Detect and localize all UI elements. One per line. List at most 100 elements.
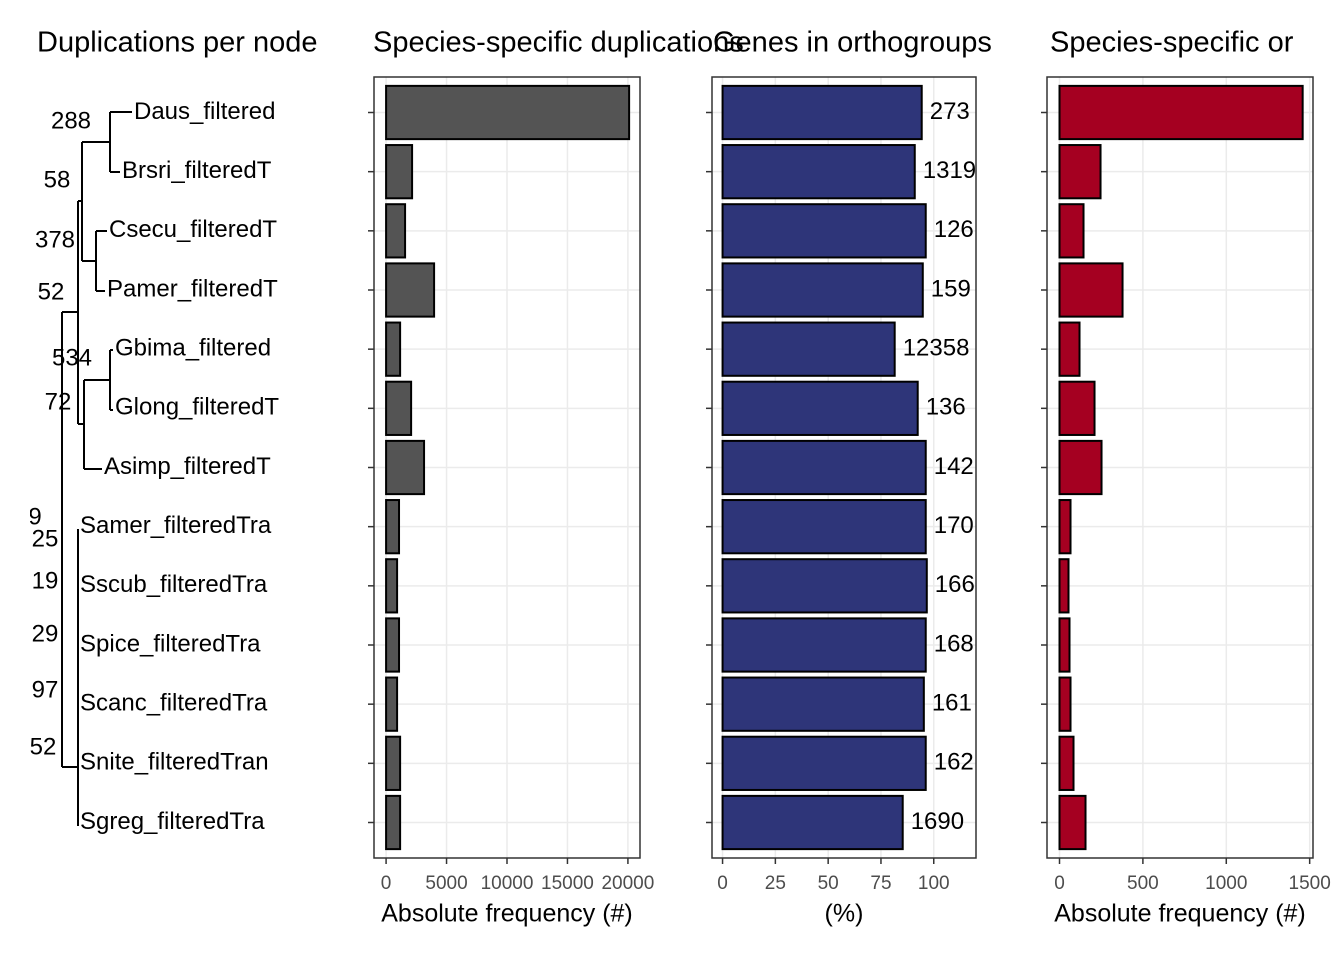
x-tick-label: 25: [765, 873, 786, 894]
tip-labels: Daus_filtered Brsri_filteredT Csecu_filter…: [80, 98, 279, 835]
x-tick-label: 10000: [481, 873, 534, 894]
tip-label: Spice_filteredTra: [80, 630, 261, 657]
bar: [721, 203, 927, 259]
bar: [721, 84, 923, 141]
bar: [385, 262, 436, 318]
bar: [385, 144, 414, 200]
bar: [721, 617, 927, 673]
panel-border: [1046, 76, 1314, 859]
bar: [385, 735, 402, 791]
bar: [721, 735, 927, 791]
x-tick-label: 0: [717, 873, 728, 894]
tip-label: Samer_filteredTra: [80, 512, 272, 539]
bar: [385, 558, 399, 614]
tip-label: Sscub_filteredTra: [80, 571, 268, 598]
bar: [1058, 617, 1071, 673]
bar-annotation: 168: [934, 630, 974, 657]
bar: [385, 676, 399, 732]
bar: [1058, 499, 1072, 555]
tip-label: Pamer_filteredT: [107, 275, 278, 302]
bar: [1058, 676, 1072, 732]
node-label: 29: [32, 620, 59, 647]
node-label: 19: [32, 567, 59, 594]
bar: [721, 558, 928, 614]
tip-label: Daus_filtered: [134, 98, 275, 125]
x-tick-label: 20000: [601, 873, 654, 894]
x-tick-label: 75: [870, 873, 891, 894]
bar: [721, 794, 904, 851]
x-axis-label: (%): [825, 900, 864, 928]
bar: [1058, 144, 1102, 200]
tip-label: Snite_filteredTran: [80, 749, 269, 776]
node-label: 378: [35, 226, 75, 253]
node-label: 52: [38, 278, 65, 305]
node-label: 25: [32, 525, 59, 552]
x-tick-label: 5000: [425, 873, 467, 894]
bars: [1058, 84, 1304, 851]
bar-annotation: 1319: [923, 157, 976, 184]
bar: [721, 380, 919, 436]
bar: [721, 676, 925, 732]
node-labels: 288 58 378 52 534 72 925 19 29 97 52: [28, 107, 92, 760]
panel: 0 5000 10000 15000 20000 Absolute frequency (…: [368, 76, 654, 928]
tip-label: Brsri_filteredT: [122, 157, 272, 184]
panel-title: Species-specific duplications: [373, 27, 744, 59]
bar: [1058, 439, 1103, 496]
panel: 0 500 1000 1500 Absolute frequency (#): [1041, 76, 1331, 928]
node-label: 534: [52, 344, 92, 371]
bar-annotation: 162: [934, 749, 974, 776]
bar-annotation: 142: [934, 453, 974, 480]
titles: Duplications per node Species-specific du…: [37, 27, 1294, 59]
node-label: 97: [32, 676, 59, 703]
bar: [721, 439, 927, 496]
node-label: 9: [28, 503, 41, 530]
bar: [721, 262, 924, 318]
x-axis-label: Absolute frequency (#): [381, 900, 633, 928]
bars: 273 1319 126 159 12358 136 142 170 166 168 161 162 1…: [721, 84, 976, 851]
x-tick-label: 100: [918, 873, 950, 894]
bar: [385, 794, 402, 851]
bar-annotation: 159: [931, 275, 971, 302]
bar: [1058, 262, 1124, 318]
x-tick-label: 500: [1127, 873, 1159, 894]
bar: [385, 203, 407, 259]
panel-title: Genes in orthogroups: [713, 27, 992, 59]
tip-label: Glong_filteredT: [115, 394, 279, 421]
panel-border: [373, 76, 641, 859]
tip-label: Gbima_filtered: [115, 335, 271, 362]
bar-annotation: 170: [934, 512, 974, 539]
node-label: 52: [30, 733, 57, 760]
node-label: 72: [45, 388, 72, 415]
bar-annotation: 161: [932, 690, 972, 717]
bar-annotation: 12358: [903, 335, 970, 362]
node-label: 58: [44, 166, 71, 193]
bar-annotation: 273: [930, 98, 970, 125]
bar: [1058, 380, 1096, 436]
x-tick-label: 0: [381, 873, 392, 894]
bar: [1058, 203, 1085, 259]
bars: [385, 84, 631, 851]
panel-border: [711, 76, 977, 859]
bar: [1058, 321, 1081, 377]
bar: [1058, 84, 1304, 141]
x-tick-label: 50: [818, 873, 839, 894]
node-label: 288: [51, 107, 91, 134]
panel-title: Species-specific or: [1050, 27, 1294, 59]
x-tick-label: 1500: [1289, 873, 1331, 894]
panel-title: Duplications per node: [37, 27, 318, 59]
bar: [385, 617, 401, 673]
bar: [1058, 794, 1087, 851]
bar: [1058, 735, 1075, 791]
tip-label: Asimp_filteredT: [104, 453, 271, 480]
bar: [721, 144, 916, 200]
x-tick-label: 1000: [1205, 873, 1247, 894]
bar-annotation: 126: [934, 216, 974, 243]
panel: 0 25 50 75 100 273 1319 126 159 12358 136 142 170 166…: [706, 76, 977, 928]
tree: [61, 111, 132, 826]
bar: [721, 321, 896, 377]
bar-annotation: 136: [926, 394, 966, 421]
x-axis-label: Absolute frequency (#): [1054, 900, 1306, 928]
bar: [721, 499, 927, 555]
